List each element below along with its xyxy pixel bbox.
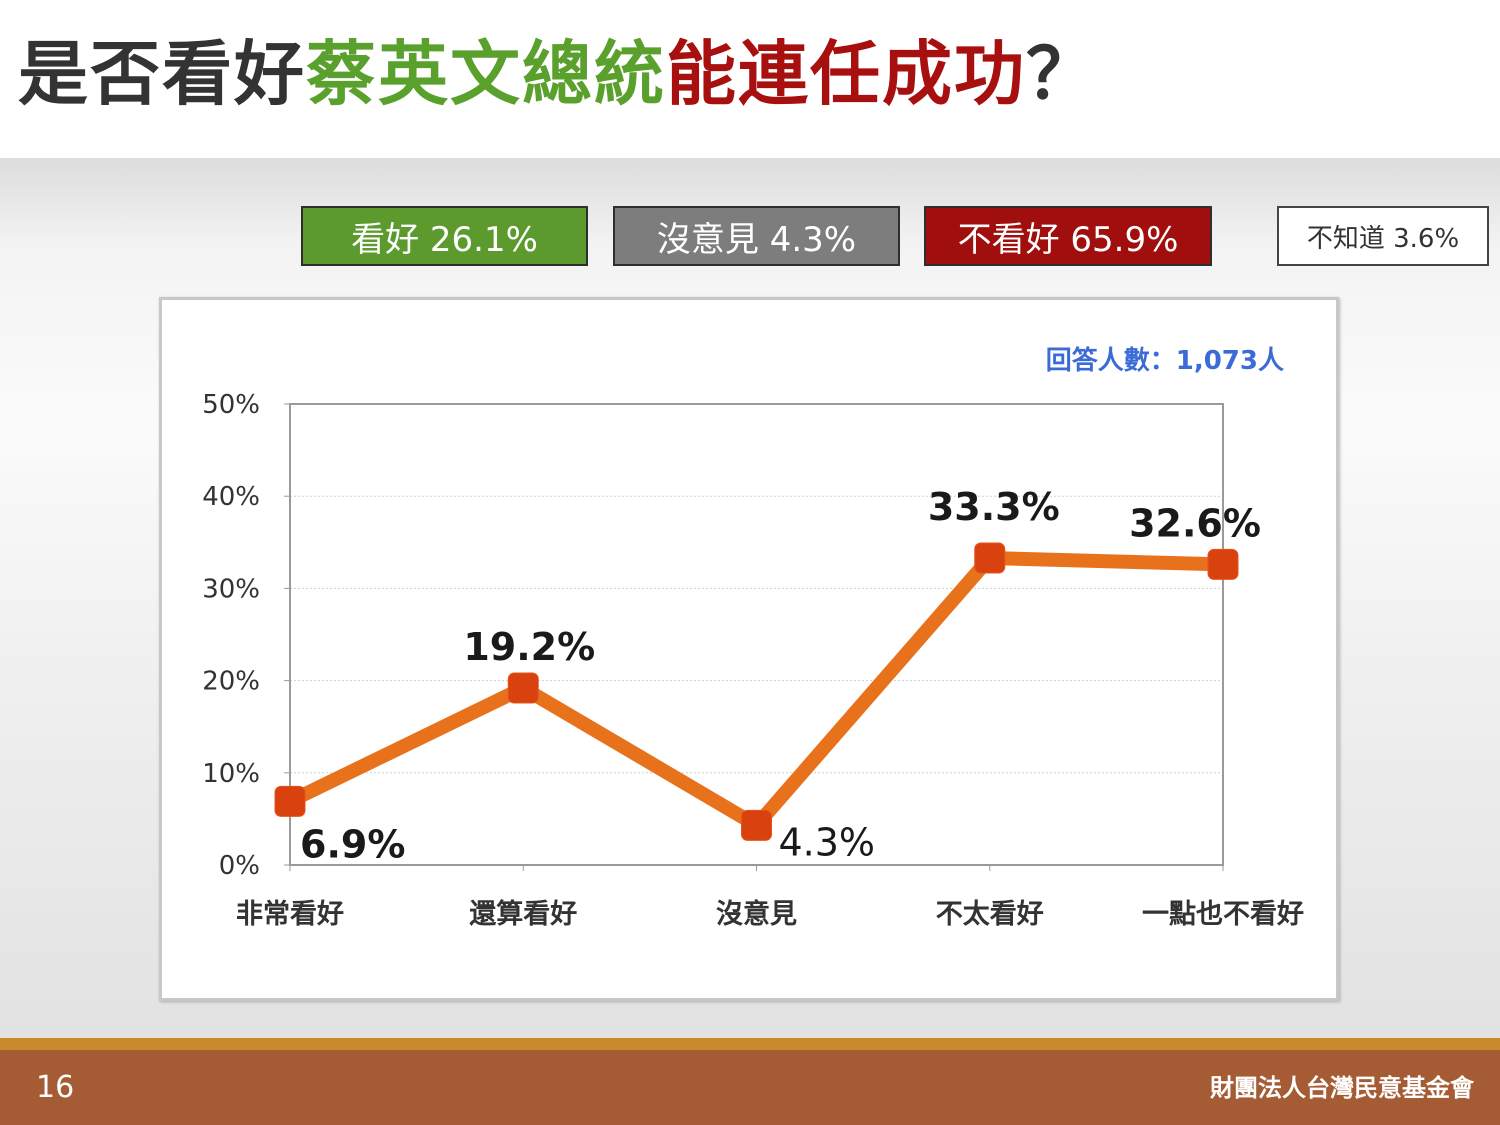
data-label: 6.9% [300,822,405,866]
page-title: 是否看好蔡英文總統能連任成功？ [18,36,1098,113]
data-point [974,542,1006,574]
line-chart: 0% 10% 20% 30% 40% 50% 非常看好 還算看好 沒意見 不太看好 一點也不看好 6.… [202,390,1304,930]
x-category-label: 非常看好 [236,899,344,930]
y-tick-label: 0% [219,851,260,881]
footer-stripe [0,1038,1500,1050]
title-segment-4: ？ [1026,33,1098,115]
summary-unknown-box: 不知道 3.6% [1277,206,1489,266]
page-number: 16 [36,1070,75,1105]
x-category-label: 一點也不看好 [1142,899,1304,930]
respondent-count: 回答人數：1,073人 [1045,346,1284,376]
x-category-label: 還算看好 [469,898,577,930]
organization-name: 財團法人台灣民意基金會 [1210,1074,1474,1102]
y-tick-label: 30% [202,574,260,604]
data-point [507,672,539,704]
title-segment-3: 能連任成功 [666,33,1026,115]
series-line [283,550,1230,833]
data-point [1207,548,1239,580]
data-point [741,809,772,841]
x-category-label: 沒意見 [716,898,797,930]
footer: 16 財團法人台灣民意基金會 [0,1050,1500,1125]
x-category-label: 不太看好 [936,899,1044,930]
summary-no-opinion-box: 沒意見 4.3% [613,206,900,266]
summary-favorable-box: 看好 26.1% [301,206,588,266]
title-segment-2: 蔡英文總統 [306,33,666,115]
data-point [274,785,306,817]
y-tick-label: 20% [202,667,260,697]
data-label: 19.2% [463,625,595,669]
summary-unfavorable-box: 不看好 65.9% [924,206,1212,266]
data-label: 32.6% [1129,501,1261,545]
y-tick-label: 50% [202,390,260,420]
title-segment-1: 是否看好 [18,33,306,115]
y-tick-label: 40% [202,482,260,512]
data-label: 33.3% [928,485,1060,529]
plot-area-border [289,403,1224,866]
chart-frame: 回答人數：1,073人 0% 10% 20% 30% 40% 50% 非常看好 還算看好 沒意見… [159,297,1339,1001]
data-label: 4.3% [779,820,876,864]
title-bar: 是否看好蔡英文總統能連任成功？ [0,0,1500,158]
y-tick-label: 10% [202,759,260,789]
